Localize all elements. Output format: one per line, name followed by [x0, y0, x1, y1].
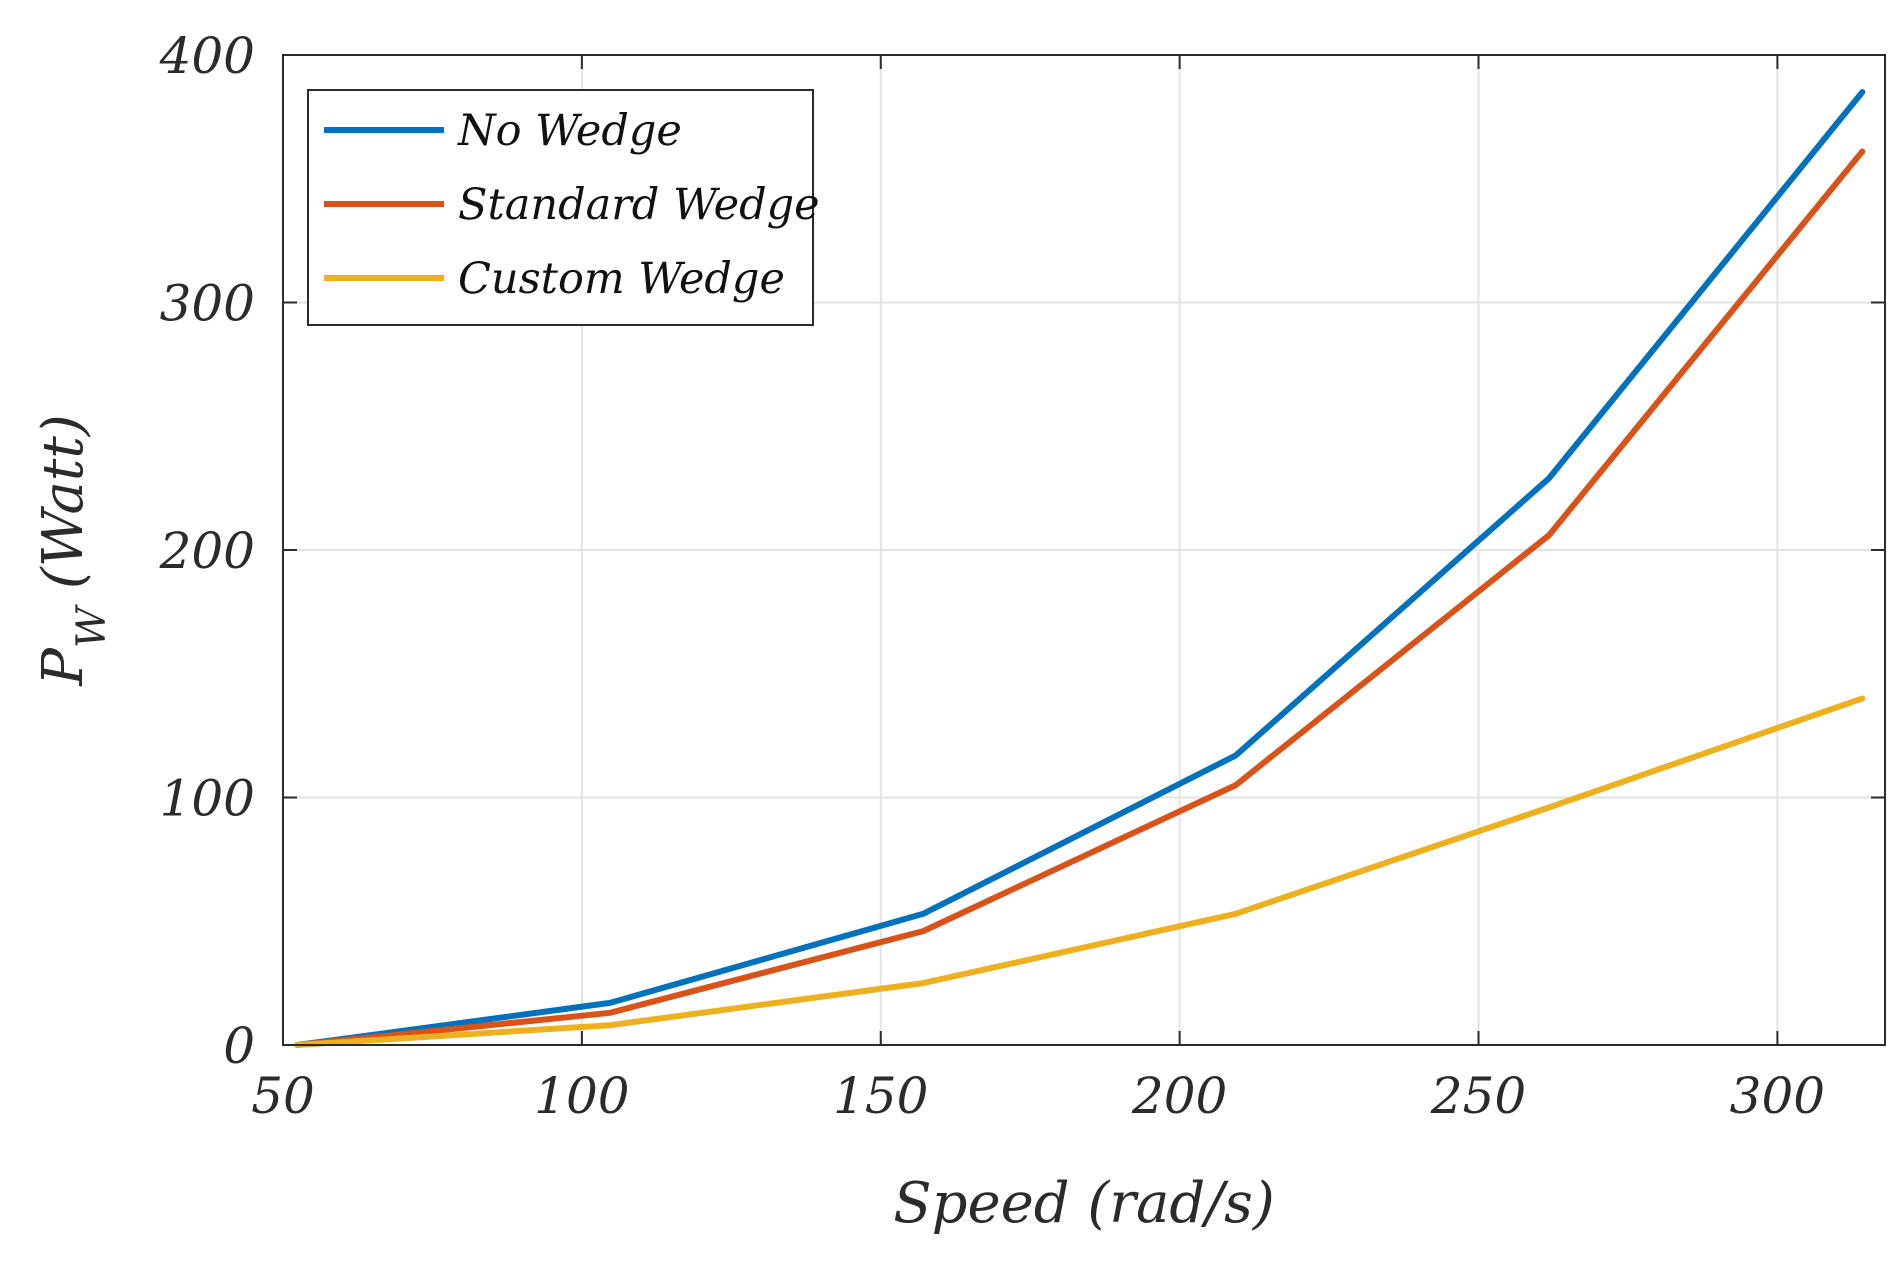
legend: No Wedge Standard Wedge Custom Wedge: [307, 89, 820, 326]
y-axis-title-main: P: [31, 647, 96, 687]
legend-label: No Wedge: [457, 106, 682, 156]
series-line-no-wedge: [294, 89, 1866, 1048]
y-tick-label: 400: [159, 27, 255, 85]
y-axis: 0 100 200 300 400: [159, 27, 1885, 1075]
x-tick-label: 50: [251, 1067, 315, 1125]
legend-label: Custom Wedge: [458, 254, 785, 304]
y-axis-title: PW (Watt): [31, 414, 115, 686]
y-tick-label: 100: [160, 770, 255, 828]
x-tick-label: 200: [1131, 1067, 1227, 1125]
y-axis-title-unit: (Watt): [31, 414, 96, 589]
series-lines: [294, 89, 1866, 1048]
y-axis-title-space: [31, 589, 96, 607]
y-tick-label: 0: [223, 1017, 255, 1075]
x-tick-label: 150: [833, 1067, 928, 1125]
x-tick-label: 100: [534, 1067, 629, 1125]
legend-label: Standard Wedge: [458, 180, 820, 230]
x-tick-label: 250: [1430, 1067, 1526, 1125]
y-tick-label: 200: [159, 522, 255, 580]
x-axis: 50 100 150 200 250 300: [251, 55, 1825, 1125]
series-line-custom-wedge: [294, 695, 1866, 1048]
y-axis-title-subscript: W: [69, 604, 115, 648]
legend-box: [307, 89, 814, 326]
y-tick-label: 300: [160, 275, 255, 333]
series-line-standard-wedge: [294, 148, 1866, 1048]
x-tick-label: 300: [1730, 1067, 1825, 1125]
x-axis-title: Speed (rad/s): [893, 1171, 1274, 1236]
